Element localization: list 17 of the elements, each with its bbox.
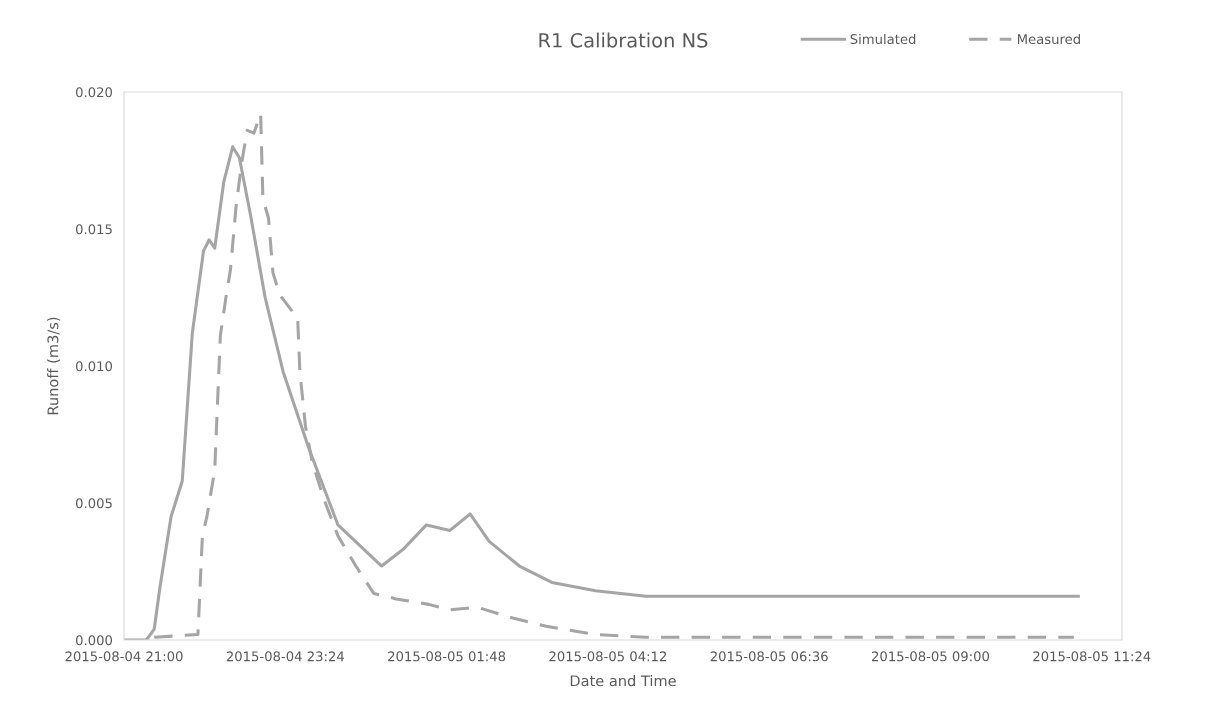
y-tick-label: 0.010 <box>75 361 113 372</box>
x-tick-label: 2015-08-04 23:24 <box>226 651 344 662</box>
legend-label: Simulated <box>850 33 916 45</box>
x-tick-label: 2015-08-05 01:48 <box>388 651 506 662</box>
x-tick-label: 2015-08-05 09:00 <box>871 651 990 662</box>
x-axis-title: Date and Time <box>570 674 676 687</box>
y-tick-label: 0.000 <box>75 635 113 646</box>
y-tick-label: 0.005 <box>75 498 112 509</box>
y-tick-label: 0.015 <box>75 224 112 235</box>
y-axis-title: Runoff (m3/s) <box>47 317 61 415</box>
x-tick-label: 2015-08-05 06:36 <box>710 651 828 662</box>
legend-label: Measured <box>1017 33 1080 45</box>
chart-title: R1 Calibration NS <box>539 32 708 48</box>
x-tick-label: 2015-08-05 04:12 <box>549 651 667 662</box>
x-tick-label: 2015-08-04 21:00 <box>65 651 183 662</box>
y-tick-label: 0.020 <box>75 87 113 98</box>
x-tick-label: 2015-08-05 11:24 <box>1033 651 1151 662</box>
